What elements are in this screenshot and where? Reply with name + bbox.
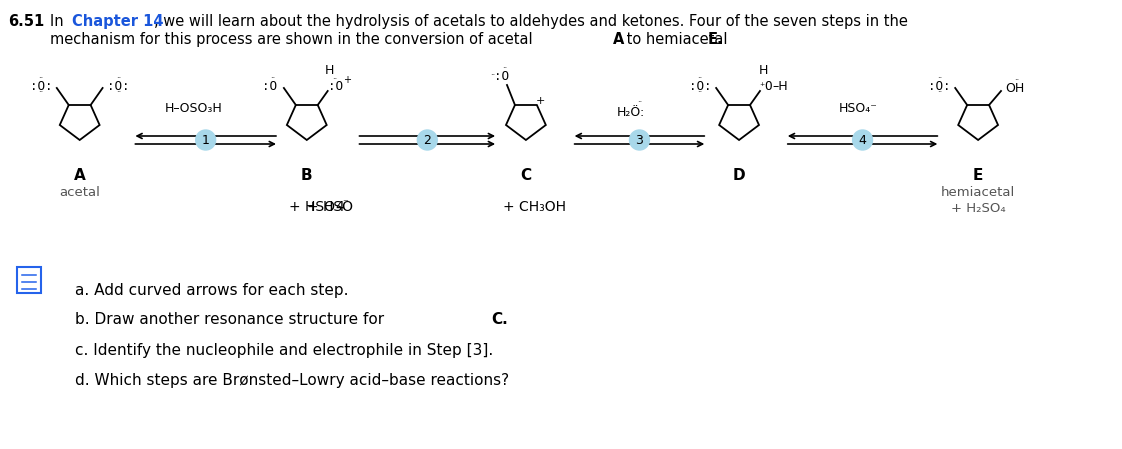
Text: ··: ·· [637, 98, 642, 107]
Text: +: + [536, 96, 545, 106]
Text: + CH₃OH: + CH₃OH [503, 200, 565, 214]
Text: C: C [521, 167, 532, 182]
Text: ··: ·· [937, 88, 941, 97]
FancyBboxPatch shape [17, 267, 40, 293]
Text: H–OSO₃H: H–OSO₃H [164, 101, 222, 114]
Text: +: + [342, 75, 350, 85]
Text: b. Draw another resonance structure for: b. Draw another resonance structure for [75, 313, 388, 327]
Text: + H₂SO₄: + H₂SO₄ [950, 202, 1005, 216]
Text: E.: E. [707, 32, 723, 47]
Circle shape [417, 130, 438, 150]
Text: + HSO: + HSO [288, 200, 334, 214]
Text: hemiacetal: hemiacetal [941, 185, 1015, 198]
Circle shape [195, 130, 215, 150]
Text: ··: ·· [332, 75, 338, 84]
Text: D: D [733, 167, 745, 182]
Text: :O: :O [494, 70, 508, 84]
Text: H₂Ö:: H₂Ö: [616, 106, 645, 119]
Circle shape [629, 130, 650, 150]
Circle shape [853, 130, 873, 150]
Text: + HSO: + HSO [306, 200, 352, 214]
Text: :O:: :O: [108, 79, 130, 92]
Text: C.: C. [491, 313, 508, 327]
Text: ··: ·· [38, 75, 44, 84]
Text: , we will learn about the hydrolysis of acetals to aldehydes and ketones. Four o: , we will learn about the hydrolysis of … [155, 14, 909, 29]
Text: :O:: :O: [928, 79, 950, 92]
Text: E: E [973, 167, 983, 182]
Text: 1: 1 [202, 133, 210, 146]
Text: 6.51: 6.51 [8, 14, 44, 29]
Text: ··: ·· [116, 75, 121, 84]
Text: acetal: acetal [59, 185, 100, 198]
Text: A: A [74, 167, 85, 182]
Text: H: H [325, 65, 334, 78]
Text: ··: ·· [698, 75, 702, 84]
Text: ··: ·· [698, 88, 702, 97]
Text: d. Which steps are Brønsted–Lowry acid–base reactions?: d. Which steps are Brønsted–Lowry acid–b… [75, 373, 509, 387]
Text: a. Add curved arrows for each step.: a. Add curved arrows for each step. [75, 282, 348, 298]
Text: OH: OH [1005, 83, 1024, 96]
Text: In: In [49, 14, 68, 29]
Text: :O: :O [328, 80, 343, 93]
Text: ··: ·· [1014, 76, 1020, 85]
Text: ··: ·· [490, 71, 496, 80]
Text: ··: ·· [38, 88, 44, 97]
Text: A: A [613, 32, 624, 47]
Text: H: H [758, 65, 767, 78]
Text: O: O [764, 80, 772, 93]
Text: B: B [301, 167, 313, 182]
Text: ⁺: ⁺ [760, 82, 764, 92]
Text: HSO₄⁻: HSO₄⁻ [839, 101, 879, 114]
Text: ··: ·· [270, 75, 276, 84]
Text: 4: 4 [335, 200, 344, 214]
Text: ⁻: ⁻ [342, 198, 349, 208]
Text: to hemiacetal: to hemiacetal [622, 32, 732, 47]
Text: :O: :O [263, 79, 277, 92]
Text: –H: –H [772, 80, 788, 93]
Text: Chapter 14: Chapter 14 [72, 14, 163, 29]
Text: 3: 3 [635, 133, 643, 146]
Text: 4: 4 [858, 133, 866, 146]
Text: ··: ·· [503, 65, 507, 74]
Text: mechanism for this process are shown in the conversion of acetal: mechanism for this process are shown in … [49, 32, 537, 47]
Text: :O:: :O: [689, 79, 711, 92]
Text: 2: 2 [423, 133, 431, 146]
Text: ··: ·· [937, 75, 941, 84]
Text: c. Identify the nucleophile and electrophile in Step [3].: c. Identify the nucleophile and electrop… [75, 343, 493, 357]
Text: :O:: :O: [29, 79, 52, 92]
Text: ··: ·· [116, 88, 121, 97]
